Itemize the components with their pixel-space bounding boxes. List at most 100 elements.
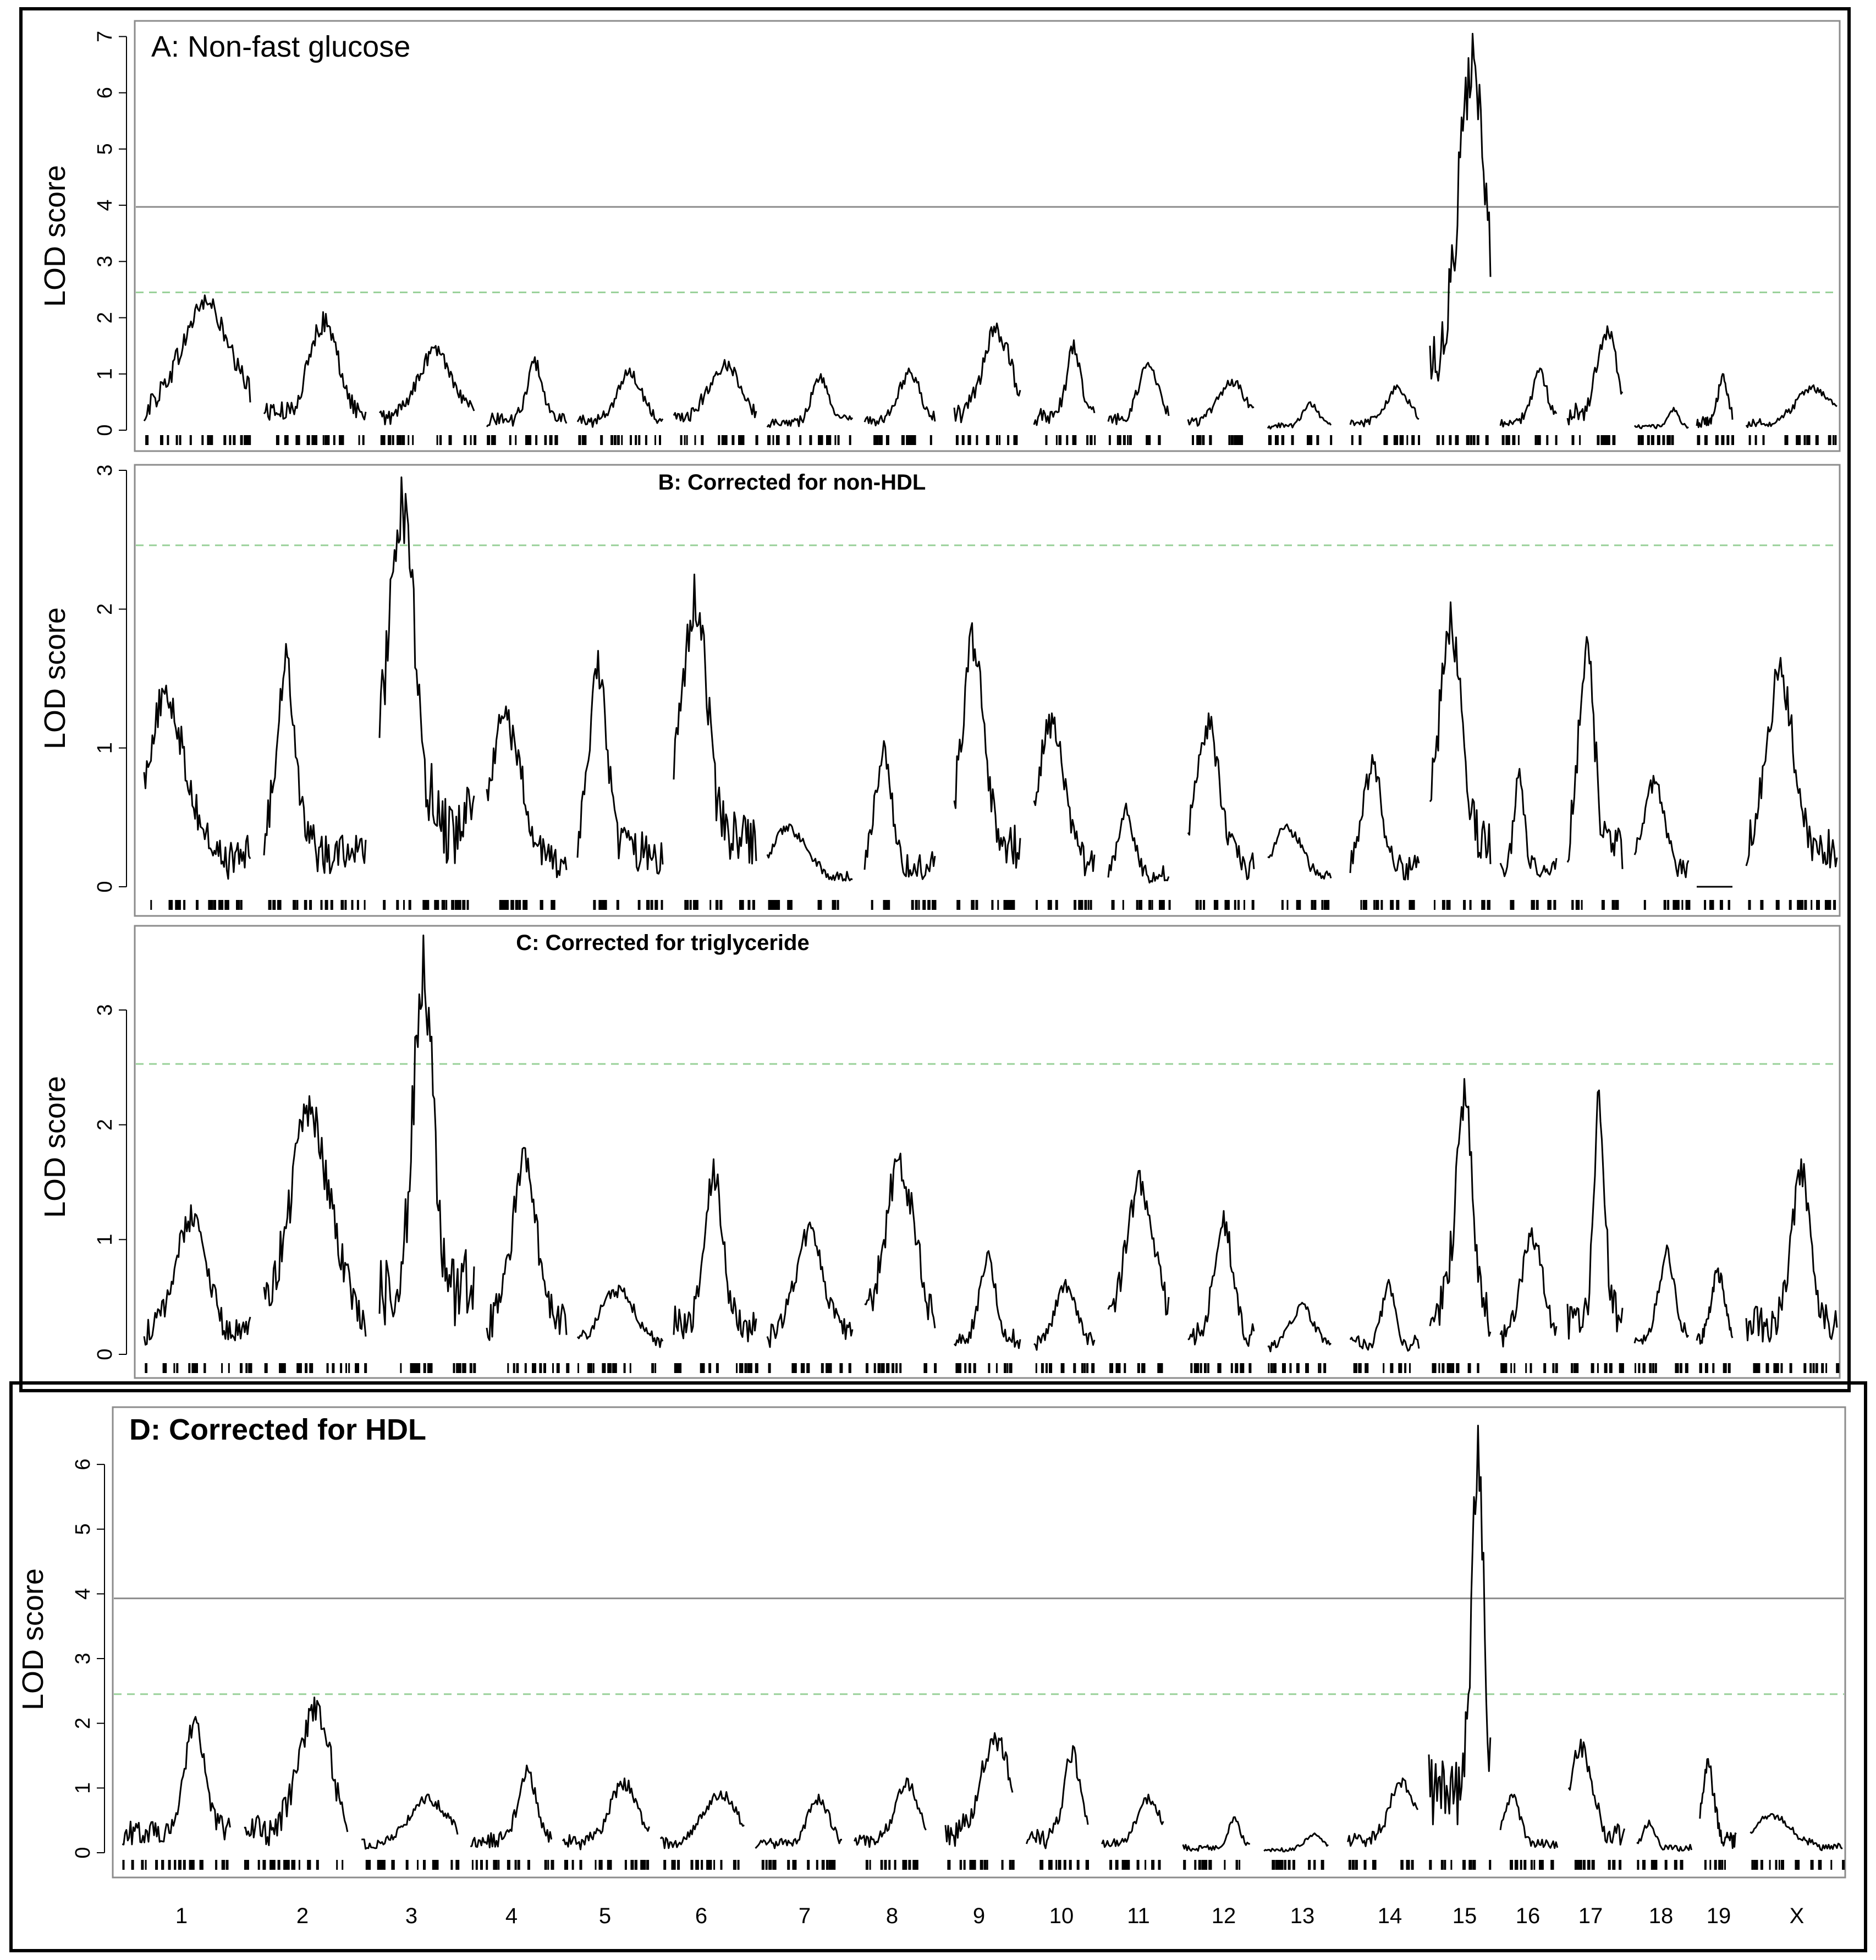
- marker-tick: [168, 900, 172, 910]
- marker-tick: [1412, 900, 1415, 910]
- marker-tick: [516, 1363, 519, 1373]
- marker-tick: [739, 900, 741, 910]
- marker-tick: [1467, 1363, 1471, 1373]
- chromosome-label: 6: [695, 1904, 707, 1928]
- marker-tick: [283, 1860, 287, 1870]
- marker-tick: [1268, 1363, 1270, 1373]
- y-tick-label: 3: [93, 464, 117, 476]
- marker-tick: [227, 900, 229, 910]
- marker-tick: [551, 1860, 554, 1870]
- marker-tick: [442, 900, 445, 910]
- marker-tick: [1664, 1860, 1668, 1870]
- marker-tick: [445, 900, 448, 910]
- marker-tick: [1111, 1363, 1113, 1373]
- marker-tick: [925, 1363, 927, 1373]
- marker-tick: [1055, 900, 1058, 910]
- marker-tick: [827, 1363, 829, 1373]
- marker-tick: [595, 1860, 597, 1870]
- marker-tick: [539, 1363, 542, 1373]
- marker-tick: [1413, 435, 1415, 445]
- marker-tick: [1769, 1860, 1771, 1870]
- marker-tick: [1597, 435, 1600, 445]
- marker-tick: [1124, 1860, 1126, 1870]
- marker-tick: [1083, 1363, 1086, 1373]
- marker-tick: [307, 435, 310, 445]
- marker-tick: [646, 1860, 650, 1870]
- marker-tick: [1597, 1363, 1599, 1373]
- marker-tick: [462, 900, 466, 910]
- marker-tick: [918, 900, 920, 910]
- lod-curve-chr-5: [576, 1284, 664, 1348]
- marker-tick: [1313, 1860, 1316, 1870]
- lod-curve-chr-3: [361, 1793, 459, 1850]
- marker-tick: [1731, 435, 1734, 445]
- marker-tick: [623, 1363, 626, 1373]
- marker-tick: [398, 435, 400, 445]
- marker-tick: [650, 900, 653, 910]
- marker-tick: [277, 1860, 280, 1870]
- marker-tick: [167, 435, 169, 445]
- marker-tick: [513, 1363, 515, 1373]
- marker-tick: [1234, 435, 1237, 445]
- marker-tick: [327, 435, 330, 445]
- marker-tick: [387, 435, 391, 445]
- marker-tick: [1474, 1860, 1476, 1870]
- marker-tick: [999, 435, 1001, 445]
- marker-tick: [644, 1860, 646, 1870]
- marker-tick: [358, 435, 360, 445]
- marker-tick: [296, 900, 299, 910]
- y-tick-label: 1: [71, 1782, 95, 1794]
- marker-tick: [1196, 1363, 1200, 1373]
- marker-tick: [1143, 1363, 1146, 1373]
- marker-tick: [279, 1363, 281, 1373]
- marker-tick: [708, 1860, 712, 1870]
- lod-curve-chr-13: [1267, 1302, 1332, 1353]
- marker-tick: [837, 435, 840, 445]
- marker-tick: [678, 1363, 682, 1373]
- marker-tick: [1235, 435, 1239, 445]
- marker-tick: [263, 1860, 265, 1870]
- marker-tick: [311, 1363, 313, 1373]
- marker-tick: [324, 435, 328, 445]
- marker-tick: [617, 435, 620, 445]
- lod-curve-chr-X: [1745, 384, 1838, 429]
- marker-tick: [1048, 1860, 1051, 1870]
- marker-tick: [1236, 1860, 1239, 1870]
- marker-tick: [1281, 435, 1285, 445]
- marker-tick: [1681, 1860, 1684, 1870]
- marker-tick: [284, 1363, 286, 1373]
- marker-tick: [470, 435, 472, 445]
- marker-tick: [971, 900, 974, 910]
- y-axis-label: LOD score: [16, 1568, 49, 1710]
- marker-tick: [645, 435, 647, 445]
- marker-tick: [1662, 435, 1665, 445]
- marker-tick: [1041, 1860, 1044, 1870]
- marker-tick: [1613, 1860, 1616, 1870]
- marker-tick: [178, 1860, 181, 1870]
- marker-tick: [400, 1363, 402, 1373]
- lod-curve-chr-13: [1267, 401, 1332, 430]
- marker-tick: [296, 435, 299, 445]
- marker-tick: [1046, 1363, 1048, 1373]
- marker-tick: [1296, 1363, 1300, 1373]
- marker-tick: [1118, 1363, 1121, 1373]
- marker-tick: [769, 1860, 772, 1870]
- marker-tick: [504, 900, 506, 910]
- marker-tick: [1274, 1363, 1277, 1373]
- marker-tick: [1505, 435, 1508, 445]
- marker-tick: [776, 435, 780, 445]
- marker-tick: [342, 1860, 344, 1870]
- marker-tick: [313, 435, 317, 445]
- marker-tick: [592, 1363, 595, 1373]
- lod-curve-chr-15: [1429, 1078, 1492, 1337]
- marker-tick: [1060, 1363, 1064, 1373]
- marker-tick: [1481, 900, 1484, 910]
- marker-tick: [1796, 435, 1800, 445]
- marker-tick: [1373, 1860, 1377, 1870]
- marker-tick: [1652, 1363, 1655, 1373]
- marker-tick: [1086, 1363, 1089, 1373]
- marker-tick: [677, 1860, 680, 1870]
- y-tick-label: 7: [93, 31, 117, 42]
- marker-tick: [671, 1860, 674, 1870]
- marker-tick: [276, 435, 279, 445]
